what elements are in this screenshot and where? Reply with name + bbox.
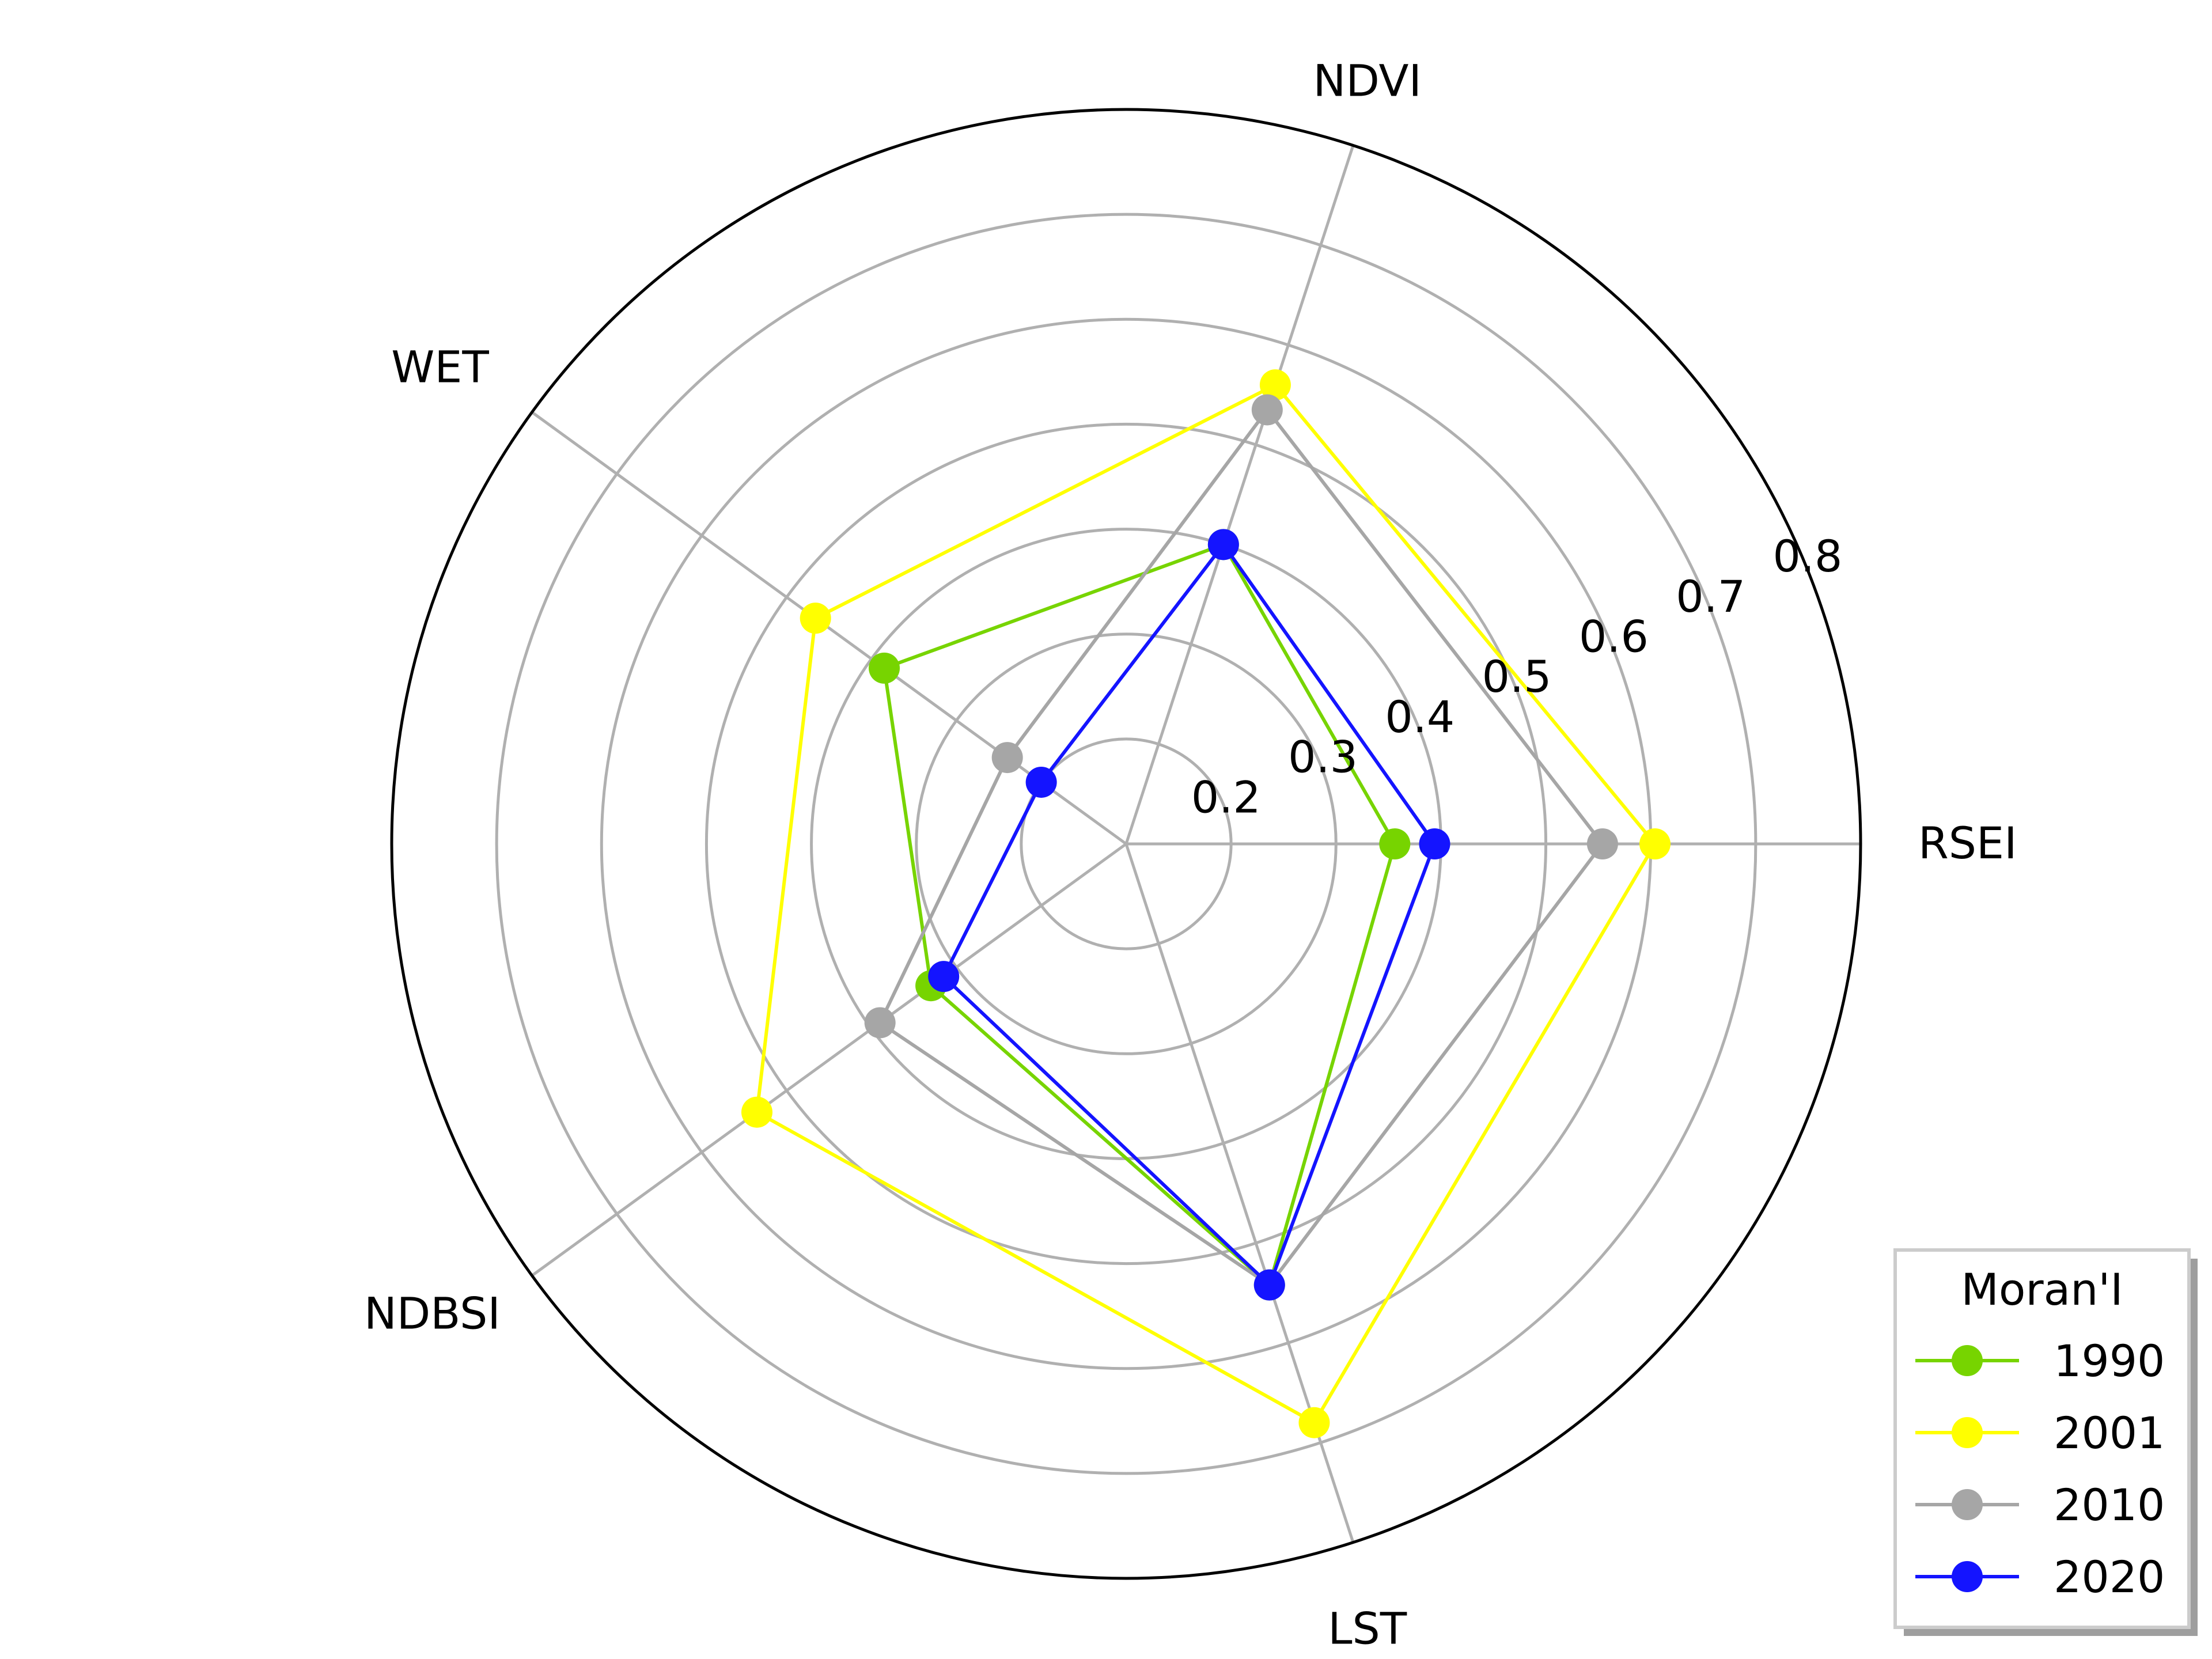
data-point-1990-rsei — [1379, 828, 1411, 859]
data-point-2001-ndvi — [1259, 369, 1291, 401]
data-point-2020-rsei — [1419, 828, 1450, 859]
legend-marker-2010 — [1952, 1489, 1983, 1520]
radial-gridline — [1124, 145, 1355, 844]
axis-label-ndvi: NDVI — [1313, 55, 1421, 106]
polar-frame — [390, 108, 1862, 1580]
radial-tick-label: 0.5 — [1482, 651, 1552, 702]
data-point-2010-rsei — [1586, 828, 1618, 859]
legend-marker-1990 — [1952, 1345, 1983, 1376]
radial-tick-label: 0.7 — [1676, 571, 1745, 622]
axis-label-lst: LST — [1328, 1603, 1407, 1654]
legend-marker-2020 — [1952, 1561, 1983, 1592]
legend-label-2010: 2010 — [2054, 1479, 2165, 1531]
radial-gridline — [531, 411, 1127, 846]
label-layer: 0.2 0.3 0.4 0.5 0.6 0.7 0.8 RSEI NDVI WET NDBSI LST — [364, 55, 2017, 1654]
data-point-2020-ndbsi — [928, 961, 960, 993]
radial-tick-label: 0.6 — [1579, 611, 1649, 662]
axis-label-ndbsi: NDBSI — [364, 1287, 501, 1339]
legend-label-2001: 2001 — [2054, 1407, 2165, 1459]
series-line-1990 — [882, 543, 1397, 1287]
data-point-2010-wet — [991, 742, 1023, 774]
radial-gridline — [1124, 843, 1355, 1543]
radial-tick-label: 0.8 — [1773, 531, 1843, 582]
data-point-1990-wet — [869, 652, 900, 684]
data-point-2001-wet — [800, 603, 831, 634]
data-point-2001-ndbsi — [741, 1096, 772, 1128]
legend-box — [1893, 1248, 2191, 1629]
legend: Moran'I 1990 2001 2010 2020 — [1893, 1248, 2198, 1636]
radial-tick-label: 0.4 — [1385, 691, 1455, 743]
data-point-2010-ndbsi — [864, 1007, 896, 1039]
data-point-2020-lst — [1253, 1269, 1285, 1301]
series-line-2001 — [755, 383, 1657, 1425]
data-point-2020-wet — [1025, 766, 1057, 798]
data-point-2010-ndvi — [1251, 394, 1283, 426]
data-point-2001-rsei — [1639, 828, 1671, 859]
data-point-2020-ndvi — [1207, 529, 1239, 560]
radial-tick-label: 0.3 — [1288, 732, 1358, 783]
legend-marker-2001 — [1952, 1417, 1983, 1448]
legend-label-1990: 1990 — [2054, 1335, 2165, 1387]
radial-gridline — [531, 842, 1127, 1277]
legend-label-2020: 2020 — [2054, 1551, 2165, 1603]
legend-title: Moran'I — [1961, 1264, 2123, 1315]
radial-tick-label: 0.2 — [1191, 771, 1261, 823]
series-line-2010 — [878, 408, 1604, 1287]
series-line-2020 — [942, 543, 1437, 1287]
series-layer — [741, 369, 1671, 1438]
axis-label-rsei: RSEI — [1918, 817, 2017, 869]
data-point-2001-lst — [1298, 1407, 1330, 1438]
axis-label-wet: WET — [391, 342, 489, 393]
